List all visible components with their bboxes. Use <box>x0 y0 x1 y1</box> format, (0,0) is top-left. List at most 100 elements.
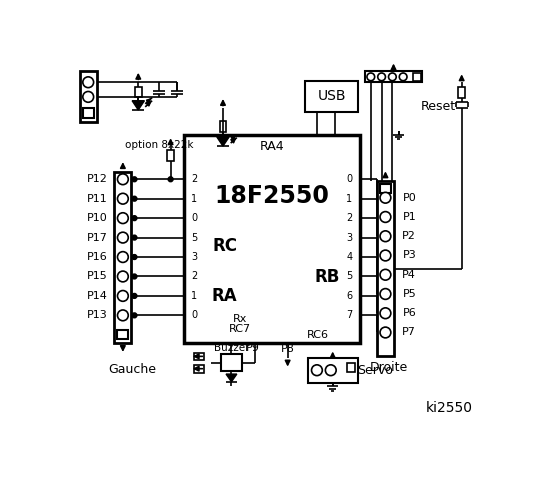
Bar <box>307 358 358 383</box>
Bar <box>305 81 358 111</box>
Text: 0: 0 <box>191 213 197 223</box>
Circle shape <box>380 212 391 222</box>
Text: Buzzer: Buzzer <box>213 343 249 353</box>
Circle shape <box>117 271 128 282</box>
Bar <box>117 330 128 339</box>
Text: 1: 1 <box>346 194 352 204</box>
Circle shape <box>132 274 137 279</box>
Bar <box>135 87 142 97</box>
Circle shape <box>132 235 137 240</box>
Bar <box>185 134 360 343</box>
Text: 0: 0 <box>346 174 352 184</box>
Text: P13: P13 <box>87 311 108 320</box>
Circle shape <box>83 77 93 88</box>
Circle shape <box>117 213 128 224</box>
Circle shape <box>380 308 391 319</box>
Bar <box>458 87 465 97</box>
Text: Servo: Servo <box>357 364 393 377</box>
Circle shape <box>380 288 391 300</box>
Text: P1: P1 <box>403 212 416 222</box>
Circle shape <box>117 310 128 321</box>
Text: 1: 1 <box>191 291 197 301</box>
Bar <box>377 181 394 356</box>
Text: Rx: Rx <box>233 314 247 324</box>
Text: option 8x22k: option 8x22k <box>125 140 194 150</box>
Bar <box>413 73 421 81</box>
Text: 1: 1 <box>191 194 197 204</box>
Circle shape <box>325 365 336 376</box>
Bar <box>220 121 226 132</box>
Circle shape <box>380 327 391 338</box>
Circle shape <box>367 73 375 81</box>
Text: P0: P0 <box>403 193 416 203</box>
Circle shape <box>132 255 137 259</box>
Text: 2: 2 <box>346 213 352 223</box>
Text: P12: P12 <box>87 174 108 184</box>
Circle shape <box>380 231 391 241</box>
Text: P5: P5 <box>403 289 416 299</box>
Bar <box>80 72 97 121</box>
Circle shape <box>311 365 322 376</box>
Polygon shape <box>132 101 144 110</box>
Text: 2: 2 <box>191 272 197 281</box>
Bar <box>83 108 93 118</box>
Text: 18F2550: 18F2550 <box>215 184 330 208</box>
Text: 5: 5 <box>191 233 197 242</box>
Circle shape <box>389 73 396 81</box>
Text: Reset: Reset <box>421 100 456 113</box>
Circle shape <box>132 313 137 318</box>
Bar <box>194 352 205 360</box>
Text: 2: 2 <box>191 174 197 184</box>
Circle shape <box>380 269 391 280</box>
Circle shape <box>380 192 391 203</box>
Circle shape <box>117 232 128 243</box>
Circle shape <box>399 73 407 81</box>
Text: 7: 7 <box>346 311 352 320</box>
Circle shape <box>117 290 128 301</box>
Text: Droite: Droite <box>370 361 409 374</box>
Text: P3: P3 <box>403 251 416 261</box>
Polygon shape <box>226 374 237 382</box>
Bar <box>194 365 205 372</box>
Text: P11: P11 <box>87 194 108 204</box>
Bar <box>364 72 422 82</box>
Circle shape <box>132 216 137 220</box>
Text: RB: RB <box>315 268 341 286</box>
Text: 6: 6 <box>346 291 352 301</box>
Circle shape <box>83 92 93 102</box>
Text: P16: P16 <box>87 252 108 262</box>
Text: Gauche: Gauche <box>108 363 156 376</box>
Text: P4: P4 <box>403 270 416 280</box>
Circle shape <box>132 196 137 201</box>
Text: 3: 3 <box>191 252 197 262</box>
Bar <box>380 184 391 193</box>
Text: P2: P2 <box>403 231 416 241</box>
Text: P9: P9 <box>246 343 260 353</box>
Polygon shape <box>217 137 229 146</box>
Circle shape <box>117 252 128 263</box>
Text: 5: 5 <box>346 272 352 281</box>
Text: 3: 3 <box>346 233 352 242</box>
Circle shape <box>168 177 173 181</box>
Circle shape <box>132 294 137 298</box>
Bar <box>114 171 132 343</box>
Text: 4: 4 <box>346 252 352 262</box>
Circle shape <box>380 250 391 261</box>
Text: RC6: RC6 <box>307 330 328 340</box>
Circle shape <box>117 193 128 204</box>
Text: RC: RC <box>212 237 237 255</box>
Text: P17: P17 <box>87 233 108 242</box>
Text: P6: P6 <box>403 308 416 318</box>
Text: ki2550: ki2550 <box>426 401 473 415</box>
Circle shape <box>132 177 137 181</box>
Text: P8: P8 <box>281 344 295 354</box>
Text: RA4: RA4 <box>260 141 285 154</box>
Text: 0: 0 <box>191 311 197 320</box>
Bar <box>347 362 354 372</box>
Text: P10: P10 <box>87 213 108 223</box>
Text: P15: P15 <box>87 272 108 281</box>
Text: RA: RA <box>212 288 237 305</box>
Bar <box>221 354 242 371</box>
Circle shape <box>378 73 385 81</box>
Text: P7: P7 <box>403 327 416 337</box>
